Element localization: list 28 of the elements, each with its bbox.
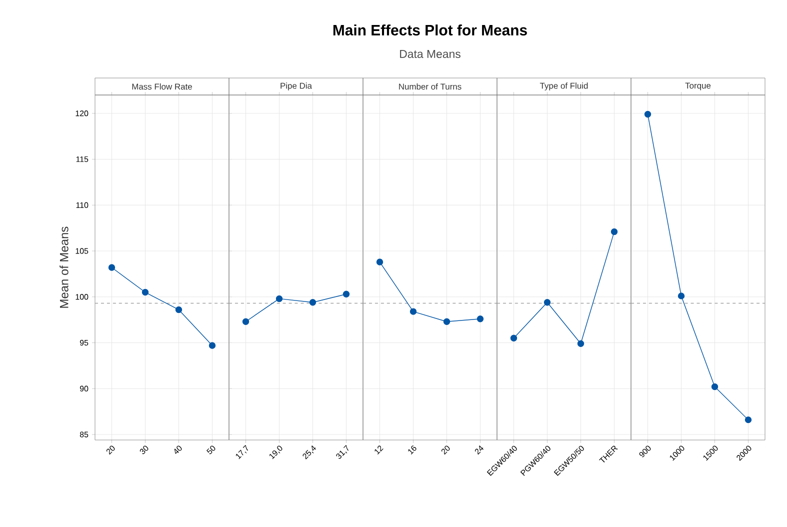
x-axis-title: Number of Turns [399, 83, 462, 90]
point [711, 383, 718, 390]
point [443, 318, 450, 325]
point [175, 306, 182, 314]
point [376, 258, 384, 266]
point [644, 110, 652, 118]
point [544, 299, 551, 306]
chart-subtitle: Data Means [400, 50, 460, 58]
point [342, 290, 350, 298]
x-axis-title: Type of Fluid [540, 82, 588, 90]
point [108, 264, 116, 271]
y-axis-title: Mean of Means [60, 226, 68, 308]
x-axis-title: Pipe Dia [280, 82, 312, 90]
point [610, 228, 618, 236]
point [410, 308, 417, 315]
x-axis-title: Torque [685, 82, 711, 90]
point [510, 334, 518, 342]
x-axis-title: Mass Flow Rate [132, 83, 192, 90]
point [577, 340, 584, 348]
point [309, 299, 316, 306]
point [276, 295, 283, 302]
point [208, 342, 216, 349]
point [142, 288, 149, 296]
point [242, 318, 250, 325]
point [678, 292, 685, 300]
point [476, 316, 484, 322]
chart-title: Main Effects Plot for Means [333, 24, 527, 36]
point [744, 416, 752, 424]
